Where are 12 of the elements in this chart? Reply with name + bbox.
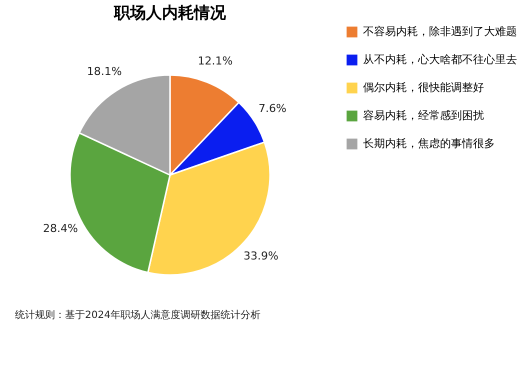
legend-label: 容易内耗，经常感到困扰 [363,109,484,122]
text: 统计规则：基于2024年职场人满意度调研数据统计分析 [15,309,260,321]
legend-label: 偶尔内耗，很快能调整好 [363,81,484,94]
data-label: 7.6% [258,102,287,115]
data-label: 28.4% [43,222,78,235]
legend-label: 从不内耗，心大啥都不往心里去 [363,53,517,66]
legend-label: 长期内耗，焦虑的事情很多 [363,137,495,150]
chart-title: 职场人内耗情况 [113,3,227,22]
legend-label: 不容易内耗，除非遇到了大难题 [363,25,517,38]
data-label: 33.9% [243,249,278,262]
data-label: 12.1% [198,54,233,68]
data-label: 18.1% [86,65,122,78]
